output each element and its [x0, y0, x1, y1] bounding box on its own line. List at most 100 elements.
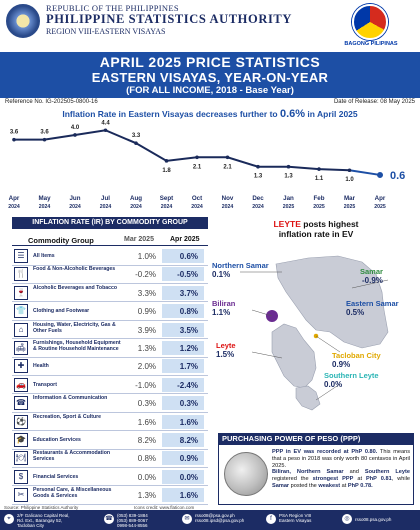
commodity-label: Housing, Water, Electricity, Gas & Other… — [33, 321, 116, 334]
footer: ⌖ 2/F Galicano Capital Real, Rd. Ext., B… — [0, 510, 420, 530]
x-tick-month: Nov — [222, 195, 234, 202]
apr-highlight-cell — [162, 414, 204, 429]
ppp-p2h: , while — [391, 476, 410, 483]
data-label: 2.1 — [193, 164, 202, 170]
commodity-label: Education Services — [33, 437, 81, 443]
mar-value: 0.0% — [137, 472, 156, 482]
data-point — [256, 164, 260, 169]
x-tick-year: 2024 — [8, 204, 20, 210]
x-tick-month: Jun — [69, 195, 80, 202]
data-point — [73, 133, 77, 137]
apr-highlight-cell — [162, 359, 204, 374]
financial-icon: $ — [14, 469, 28, 484]
apr-value: 3.7% — [179, 288, 198, 298]
footer-facebook[interactable]: PSA Region VIII Eastern Visayas — [279, 513, 311, 523]
map-province-value: 1.1% — [212, 308, 230, 317]
row-divider — [12, 485, 208, 486]
trend-line-latest-segment — [349, 169, 381, 176]
row-divider — [12, 430, 208, 431]
footer-email-2[interactable]: rsso08.ipsd@psa.gov.ph — [195, 518, 245, 523]
row-divider — [12, 374, 208, 376]
x-tick-month: Jan — [283, 195, 294, 202]
title-banner: APRIL 2025 PRICE STATISTICS EASTERN VISA… — [0, 52, 420, 98]
footer-website[interactable]: rsso08.psa.gov.ph — [355, 517, 392, 522]
commodity-label: Information & Communication — [33, 395, 108, 402]
map-province-value: 0.9% — [332, 360, 350, 369]
x-tick-year: 2024 — [39, 204, 51, 210]
x-tick-year: 2024 — [130, 204, 142, 210]
ppp-p2m: PhP 0.78. — [347, 482, 373, 489]
x-tick-month: Sept — [160, 195, 173, 202]
inflation-trend-chart: 3.6 Apr 2024 3.6 May 2024 4.0 Jun 2024 4.4 Jul 2024… — [8, 120, 405, 210]
footer-emails[interactable]: rsso08@psa.gov.ph rsso08.ipsd@psa.gov.ph — [195, 513, 244, 523]
header: REPUBLIC OF THE PHILIPPINES PHILIPPINE S… — [0, 0, 420, 50]
apr-value: 0.0% — [179, 472, 198, 482]
x-tick-year: 2024 — [252, 204, 264, 210]
footer-fb-1[interactable]: PSA Region VIII — [279, 513, 312, 518]
mar-value: -0.2% — [135, 270, 156, 280]
table-row: ✂ Personal Care, & Miscellaneous Goods & … — [12, 486, 208, 505]
apr-highlight-cell — [162, 451, 204, 466]
psa-seal-icon — [6, 4, 40, 38]
commodity-label: Financial Services — [33, 473, 79, 480]
data-point — [225, 155, 230, 160]
footer-phone-1: (053) 839-1884 — [117, 513, 148, 518]
footer-address-1: 2/F Galicano Capital Real, — [17, 513, 70, 518]
trend-title-prefix: Inflation Rate in Eastern Visayas decrea… — [62, 109, 280, 119]
southern-leyte-shape — [295, 385, 321, 411]
data-label: 1.0 — [345, 177, 354, 183]
furnishings-icon: 🛋 — [14, 341, 28, 355]
map-province-value: 0.1% — [212, 270, 230, 279]
table-row: ☎ Information & Communication 0.3% 0.3% — [12, 394, 208, 413]
mar-value: 1.0% — [137, 252, 156, 261]
data-point — [42, 137, 47, 142]
apr-value: 0.6% — [179, 252, 198, 261]
ppp-text: PPP in EV was recorded at PhP 0.80. This… — [272, 449, 410, 490]
apr-highlight-cell — [162, 249, 204, 263]
table-title: INFLATION RATE (IR) BY COMMODITY GROUP — [12, 217, 208, 229]
apr-value: 1.2% — [179, 344, 198, 353]
footer-email-1[interactable]: rsso08@psa.gov.ph — [195, 513, 235, 518]
ppp-title: PURCHASING POWER OF PESO (PPP) — [218, 433, 414, 445]
banner-subtitle: EASTERN VISAYAS, YEAR-ON-YEAR — [91, 70, 329, 85]
row-divider — [12, 301, 208, 302]
footer-fb-2[interactable]: Eastern Visayas — [279, 518, 312, 523]
table-row: ⚽ Recreation, Sport & Culture 1.6% 1.6% — [12, 413, 208, 431]
commodity-label: Health — [33, 363, 49, 370]
map-province-value: 0.5% — [346, 308, 364, 317]
map-province-value: -0.9% — [362, 276, 383, 285]
x-tick-year: 2024 — [191, 204, 203, 210]
map-province-value: 0.0% — [324, 380, 342, 389]
table-row: 🛋 Furnishings, Household Equipment & Rout… — [12, 339, 208, 357]
data-label: 1.3 — [284, 174, 293, 180]
region-name: REGION VIII-EASTERN VISAYAS — [46, 27, 166, 36]
row-divider — [12, 411, 208, 413]
apr-highlight-cell — [162, 377, 204, 392]
data-point — [317, 167, 321, 171]
data-point — [134, 141, 138, 145]
map-title-rest: posts highest — [300, 219, 359, 229]
map-province-name: Eastern Samar — [346, 299, 399, 308]
table-row: 🍽 Restaurants & Accommodation Services 0.8… — [12, 449, 208, 468]
commodity-label: Restaurants & Accommodation Services — [33, 450, 111, 463]
x-tick-month: Apr — [9, 195, 20, 202]
banner-base-year: (FOR ALL INCOME, 2018 - Base Year) — [126, 85, 294, 96]
mar-value: 0.9% — [137, 307, 156, 317]
table-row: ✚ Health 2.0% 1.7% — [12, 357, 208, 376]
data-label: 4.4 — [101, 120, 110, 126]
x-tick-year: 2024 — [69, 204, 81, 210]
data-label: 3.6 — [40, 130, 49, 136]
mar-value: 1.3% — [137, 491, 156, 501]
mar-value: 2.0% — [137, 362, 156, 372]
mar-value: -1.0% — [135, 380, 156, 390]
food-icon: 🍴 — [14, 267, 28, 282]
bagong-pilipinas-text: BAGONG PILIPINAS — [344, 41, 398, 47]
leader-tacloban — [315, 335, 341, 353]
ppp-p2l: at — [340, 482, 348, 489]
row-divider — [12, 356, 208, 357]
apr-highlight-cell — [162, 267, 204, 282]
leader-southern-leyte — [315, 383, 341, 401]
row-divider — [12, 338, 208, 339]
reference-number: Reference No. IG-202505-0800-16 — [5, 99, 98, 105]
x-tick-year: 2025 — [374, 204, 386, 210]
